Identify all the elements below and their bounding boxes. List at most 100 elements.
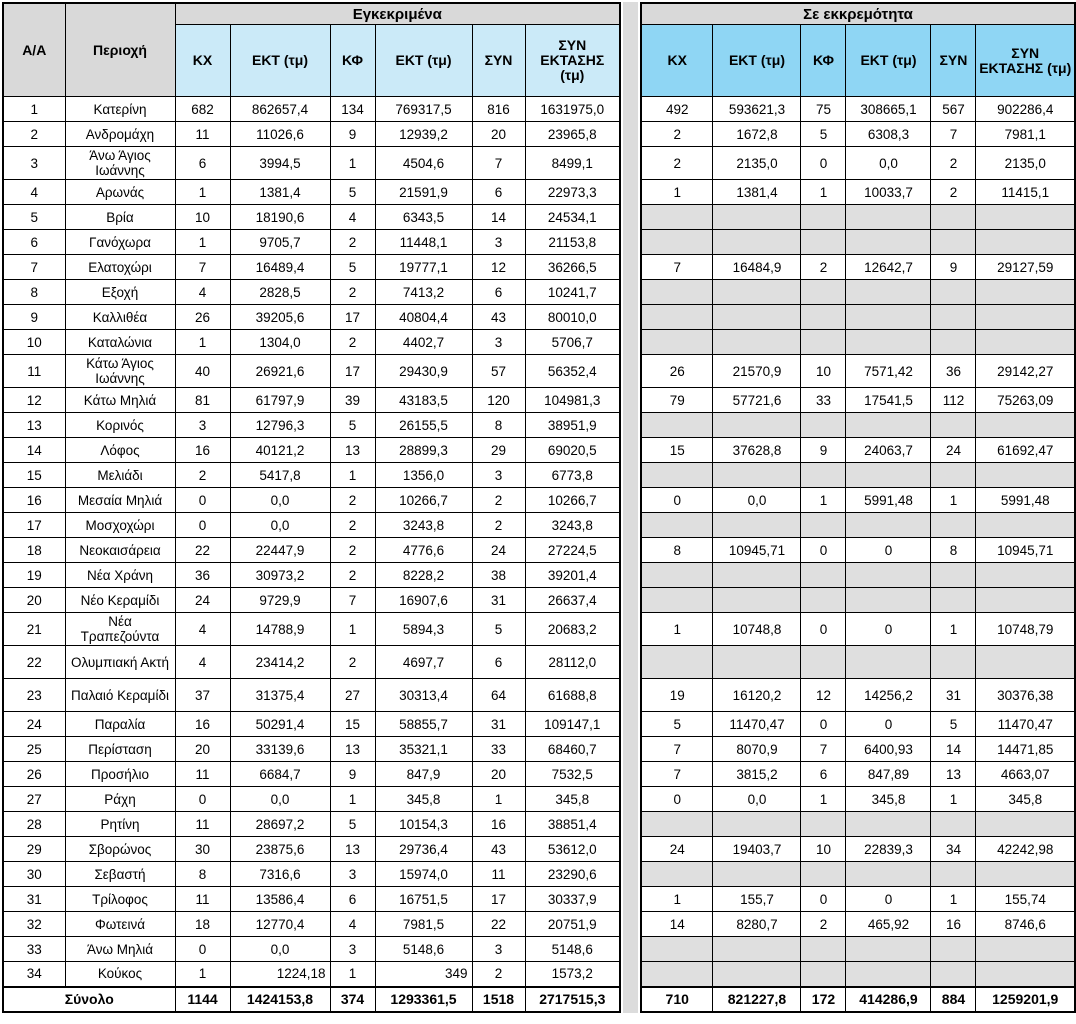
region-name: Άνω Μηλιά [64,936,176,962]
approved-cell: 15974,0 [374,861,473,887]
total-label: Σύνολο [2,985,176,1012]
approved-cell: 27224,5 [524,537,621,563]
pending-cell: 0,0 [712,487,802,513]
pending-cell-empty [712,304,802,330]
total-approved-cell: 1518 [471,985,526,1012]
approved-cell: 5 [329,254,376,280]
approved-cell: 15 [329,711,376,737]
pending-cell: 36 [930,354,977,388]
approved-cell: 33139,6 [229,736,331,762]
approved-cell: 17 [471,886,526,912]
approved-cell: 862657,4 [229,96,331,122]
region-name: Λόφος [64,437,176,463]
table-row: 7 3815,2 6 847,89 13 4663,07 [640,761,1076,787]
pending-cell: 2 [930,146,977,180]
table-row: 2 2135,0 0 0,0 2 2135,0 [640,146,1076,180]
approved-cell: 31 [471,587,526,613]
pending-cell: 75 [800,96,847,122]
pending-cell-empty [930,204,977,230]
table-row [640,329,1076,355]
approved-cell: 20 [471,121,526,147]
pending-cell-empty [800,861,847,887]
approved-cell: 21591,9 [374,179,473,205]
pending-cell-empty [845,645,932,679]
approved-cell: 22 [174,537,231,563]
approved-cell: 8 [471,412,526,438]
approved-cell: 81 [174,387,231,413]
table-row [640,229,1076,255]
pending-cell: 0 [800,886,847,912]
table-row [640,279,1076,305]
row-number: 30 [2,861,66,887]
pending-cell: 465,92 [845,911,932,937]
approved-cell: 80010,0 [524,304,621,330]
pending-cell: 31 [930,678,977,712]
pending-cell: 345,8 [975,786,1076,812]
pending-cell: 3815,2 [712,761,802,787]
pending-cell: 14 [640,911,714,937]
row-number: 24 [2,711,66,737]
approved-cell: 5706,7 [524,329,621,355]
pending-cell-empty [930,587,977,613]
table-row: 8 Εξοχή 4 2828,5 2 7413,2 6 10241,7 [2,279,621,305]
pending-cell-empty [800,329,847,355]
table-row [640,204,1076,230]
total-approved-cell: 1424153,8 [229,985,331,1012]
pending-cell: 15 [640,437,714,463]
pending-cell: 10748,8 [712,612,802,646]
pending-cell-empty [640,645,714,679]
pending-cell: 11470,47 [975,711,1076,737]
approved-table: Α/Α Περιοχή Εγκεκριμένα ΚΧ ΕΚΤ (τμ) ΚΦ Ε… [2,2,622,1013]
table-row [640,861,1076,887]
pending-subheader-ekt: ΕΚΤ (τμ) [712,24,802,97]
approved-cell: 4776,6 [374,537,473,563]
approved-cell: 12 [471,254,526,280]
table-row: 32 Φωτεινά 18 12770,4 4 7981,5 22 20751,9 [2,911,621,937]
pending-cell-empty [712,412,802,438]
approved-cell: 345,8 [524,786,621,812]
total-pending-cell: 821227,8 [712,985,802,1012]
approved-cell: 27 [329,678,376,712]
pending-cell: 8070,9 [712,736,802,762]
approved-cell: 18 [174,911,231,937]
approved-cell: 6343,5 [374,204,473,230]
approved-cell: 9 [329,761,376,787]
pending-cell: 5991,48 [975,487,1076,513]
row-number: 6 [2,229,66,255]
pending-cell: 567 [930,96,977,122]
approved-cell: 29 [471,437,526,463]
approved-cell: 13 [329,736,376,762]
approved-cell: 13586,4 [229,886,331,912]
approved-cell: 10241,7 [524,279,621,305]
row-number: 11 [2,354,66,388]
row-number: 9 [2,304,66,330]
approved-cell: 349 [374,961,473,987]
region-name: Παραλία [64,711,176,737]
pending-cell-empty [975,961,1076,987]
pending-cell: 1 [930,612,977,646]
pending-cell: 24 [930,437,977,463]
approved-cell: 6 [329,886,376,912]
approved-subheader-syn: ΣΥΝ [471,24,526,97]
approved-cell: 1 [471,786,526,812]
table-row: 26 21570,9 10 7571,42 36 29142,27 [640,354,1076,388]
pending-cell: 14 [930,736,977,762]
pending-cell-empty [800,462,847,488]
approved-cell: 8 [174,861,231,887]
pending-cell: 1 [640,179,714,205]
pending-cell: 2 [930,179,977,205]
total-row: 710 821227,8 172 414286,9 884 1259201,9 [640,985,1076,1012]
pending-cell: 7 [640,736,714,762]
pending-cell-empty [930,412,977,438]
approved-cell: 6 [174,146,231,180]
pending-cell-empty [930,562,977,588]
approved-cell: 4 [329,204,376,230]
pending-cell-empty [712,961,802,987]
approved-cell: 1381,4 [229,179,331,205]
table-row: 16 Μεσαία Μηλιά 0 0,0 2 10266,7 2 10266,7 [2,487,621,513]
approved-subheader-ekt2: ΕΚΤ (τμ) [374,24,473,97]
table-row: 9 Καλλιθέα 26 39205,6 17 40804,4 43 80010,0 [2,304,621,330]
pending-cell: 6308,3 [845,121,932,147]
row-number: 1 [2,96,66,122]
row-number: 2 [2,121,66,147]
